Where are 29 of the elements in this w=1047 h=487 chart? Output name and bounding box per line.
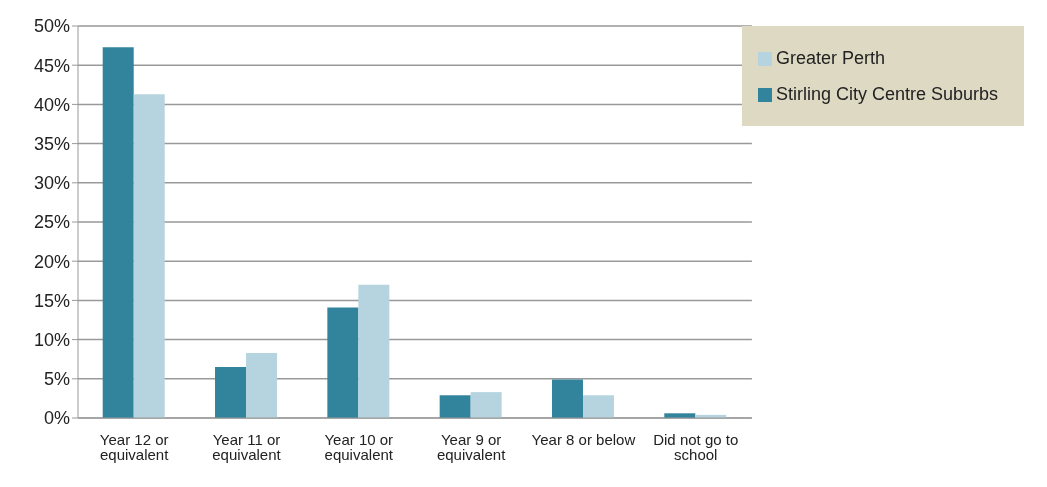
y-tick-label: 5% — [43, 369, 70, 390]
y-tick-label: 40% — [33, 94, 70, 115]
y-tick-label: 45% — [33, 55, 70, 76]
y-tick-label: 20% — [33, 251, 70, 272]
legend-label: Greater Perth — [775, 48, 885, 68]
y-tick-label: 10% — [33, 329, 70, 350]
bar — [327, 307, 359, 418]
x-tick-label: Year 8 or below — [531, 430, 636, 448]
bar — [551, 379, 583, 418]
x-tick-label: Year 10 or equivalent — [324, 430, 394, 463]
legend-label: Stirling City Centre Suburbs — [775, 84, 998, 104]
y-tick-label: 30% — [33, 173, 70, 194]
bar — [439, 395, 471, 418]
x-tick-label: Did not go to school — [653, 430, 739, 463]
y-tick-label: 35% — [33, 133, 70, 154]
x-tick-label: Year 12 or equivalent — [99, 430, 170, 463]
bar — [215, 367, 247, 418]
y-tick-label: 50% — [33, 16, 70, 37]
bar — [133, 94, 165, 418]
bar — [102, 47, 134, 418]
bar — [470, 392, 502, 418]
y-tick-label: 25% — [33, 212, 70, 233]
bar — [582, 395, 614, 418]
bar — [246, 352, 278, 418]
x-tick-label: Year 9 or equivalent — [436, 430, 507, 463]
x-tick-label: Year 11 or equivalent — [212, 430, 282, 463]
y-tick-label: 0% — [43, 408, 70, 429]
bar — [358, 284, 390, 418]
y-tick-label: 15% — [33, 290, 70, 311]
